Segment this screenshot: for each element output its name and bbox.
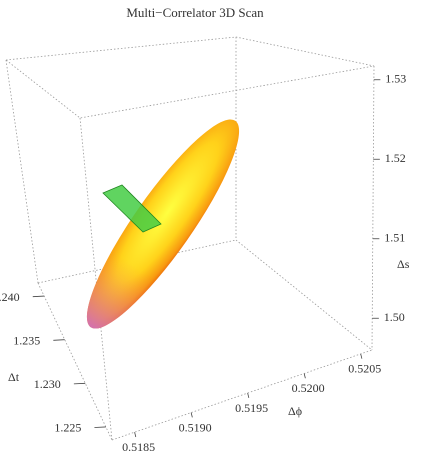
chart-title: Multi−Correlator 3D Scan (126, 5, 264, 20)
y-tick-label: 1.230 (34, 377, 61, 391)
y-tick-label: 1.240 (0, 290, 20, 304)
x-tick (190, 412, 193, 418)
plane (102, 184, 162, 233)
y-tick (32, 295, 45, 298)
x-tick-label: 0.5185 (122, 440, 155, 454)
y-tick (73, 382, 86, 385)
x-tick (360, 353, 363, 359)
ellipsoid (86, 119, 240, 329)
z-tick-label: 1.51 (384, 231, 405, 245)
x-tick-label: 0.5195 (235, 401, 268, 415)
x-axis-label: Δϕ (288, 404, 302, 418)
x-tick-label: 0.5205 (348, 362, 381, 376)
y-axis-label: Δt (8, 370, 20, 384)
x-tick-label: 0.5190 (179, 420, 212, 434)
y-tick (94, 426, 106, 428)
y-tick-label: 1.235 (13, 333, 40, 347)
z-tick-label: 1.52 (385, 151, 406, 165)
z-tick-label: 1.50 (384, 310, 405, 324)
x-tick (303, 373, 306, 379)
y-tick (53, 339, 65, 341)
z-tick-label: 1.53 (385, 72, 406, 86)
bounding-box (5, 36, 375, 441)
x-tick-label: 0.5200 (292, 381, 325, 395)
y-tick-label: 1.225 (54, 421, 81, 435)
x-tick (134, 432, 137, 438)
z-axis-label: Δs (397, 257, 410, 271)
x-tick (247, 392, 250, 398)
